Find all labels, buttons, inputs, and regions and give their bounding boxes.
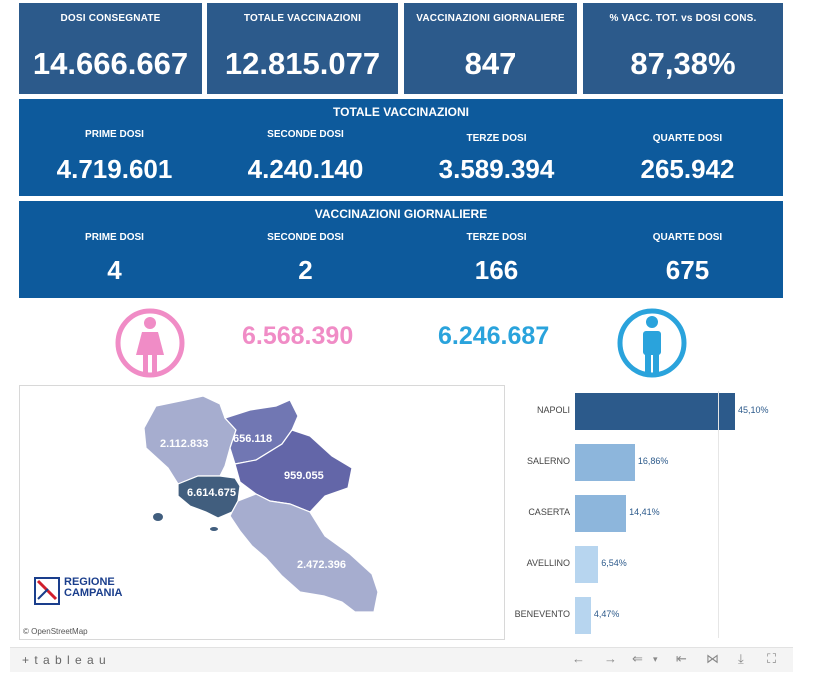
dose-value: 4.240.140 [247, 154, 364, 184]
bar-category-label: SALERNO [526, 456, 570, 466]
dose-value: 3.589.394 [438, 154, 555, 184]
dose-label: PRIME DOSI [85, 129, 144, 140]
regione-campania-logo-text: REGIONE CAMPANIA [64, 577, 122, 599]
dose-value: 2 [298, 255, 313, 285]
dose-value: 4.719.601 [56, 154, 173, 184]
dose-label: SECONDE DOSI [267, 129, 344, 140]
dose-label: QUARTE DOSI [652, 133, 723, 144]
bar-value-label: 4,47% [593, 609, 620, 619]
kpi-daily-vaccinations: VACCINAZIONI GIORNALIERE 847 [404, 3, 577, 94]
share-icon[interactable]: ⋈ [706, 651, 719, 666]
map-label-salerno: 2.472.396 [297, 559, 346, 571]
tableau-toolbar: + t a b l e a u ← → ⇐ ▾ ⇤ ⋈ ⤓ ⛶ [10, 647, 793, 672]
total-vaccinations-panel: TOTALE VACCINAZIONI PRIME DOSI 4.719.601… [19, 99, 783, 196]
bar-value-label: 14,41% [629, 507, 660, 517]
kpi-value: 14.666.667 [32, 46, 189, 81]
kpi-label: DOSI CONSEGNATE [60, 13, 161, 24]
total-second-doses: SECONDE DOSI 4.240.140 [210, 129, 401, 185]
bar-salerno[interactable] [575, 444, 635, 481]
regione-campania-logo-icon [34, 577, 60, 605]
dose-value: 166 [474, 255, 519, 285]
kpi-total-vaccinations: TOTALE VACCINAZIONI 12.815.077 [207, 3, 398, 94]
kpi-label: % VACC. TOT. vs DOSI CONS. [609, 13, 757, 24]
fullscreen-icon[interactable]: ⛶ [767, 651, 777, 666]
kpi-label: VACCINAZIONI GIORNALIERE [416, 13, 565, 24]
male-icon [617, 308, 687, 378]
map-label-napoli: 6.614.675 [187, 487, 236, 499]
bar-value-label: 16,86% [637, 456, 669, 466]
dose-value: 675 [665, 255, 710, 285]
dose-value: 4 [107, 255, 122, 285]
dose-label: QUARTE DOSI [652, 232, 723, 243]
bar-avellino[interactable] [575, 546, 599, 583]
tableau-logo[interactable]: + t a b l e a u [22, 653, 107, 667]
campania-map[interactable]: 2.112.833 656.118 959.055 6.614.675 2.47… [19, 385, 505, 640]
logo-line-2: CAMPANIA [64, 587, 123, 599]
province-salerno[interactable] [229, 493, 379, 613]
male-vaccinated-value: 6.246.687 [438, 322, 550, 350]
chart-reference-line [718, 391, 719, 638]
download-icon[interactable]: ⤓ [738, 651, 744, 666]
daily-fourth-doses: QUARTE DOSI 675 [592, 232, 783, 286]
map-label-caserta: 2.112.833 [160, 438, 208, 450]
revert-icon[interactable]: ⇐ [632, 651, 643, 666]
total-first-doses: PRIME DOSI 4.719.601 [19, 129, 210, 185]
total-third-doses: TERZE DOSI 3.589.394 [401, 133, 592, 185]
island-capri [210, 527, 218, 531]
bar-value-label: 6,54% [601, 558, 627, 568]
dose-label: TERZE DOSI [466, 133, 527, 144]
bar-benevento[interactable] [575, 597, 591, 634]
dose-label: PRIME DOSI [85, 232, 144, 243]
panel-title: VACCINAZIONI GIORNALIERE [314, 207, 488, 221]
kpi-value: 87,38% [630, 46, 736, 81]
total-fourth-doses: QUARTE DOSI 265.942 [592, 133, 783, 185]
revert-dropdown-icon[interactable]: ▾ [653, 654, 658, 664]
bar-category-label: NAPOLI [536, 405, 570, 415]
dose-value: 265.942 [640, 154, 735, 184]
kpi-doses-delivered: DOSI CONSEGNATE 14.666.667 [19, 3, 202, 94]
bar-category-label: AVELLINO [526, 558, 570, 568]
panel-title: TOTALE VACCINAZIONI [333, 105, 469, 119]
kpi-label: TOTALE VACCINAZIONI [243, 13, 362, 24]
daily-second-doses: SECONDE DOSI 2 [210, 232, 401, 286]
reset-icon[interactable]: ⇤ [676, 651, 687, 666]
dose-label: SECONDE DOSI [267, 232, 344, 243]
female-vaccinated-value: 6.568.390 [242, 322, 354, 350]
bar-caserta[interactable] [575, 495, 627, 532]
bar-category-label: CASERTA [528, 507, 570, 517]
kpi-value: 847 [464, 46, 517, 81]
female-icon [115, 308, 185, 378]
bar-category-label: BENEVENTO [514, 609, 570, 619]
bar-value-label: 45,10% [738, 405, 769, 415]
kpi-value: 12.815.077 [224, 46, 381, 81]
map-label-benevento: 656.118 [233, 433, 272, 445]
daily-first-doses: PRIME DOSI 4 [19, 232, 210, 286]
bar-napoli[interactable] [575, 393, 735, 430]
undo-icon[interactable]: ← [572, 651, 585, 666]
daily-third-doses: TERZE DOSI 166 [401, 232, 592, 286]
map-attribution[interactable]: © OpenStreetMap [23, 627, 88, 636]
logo-line-1: REGIONE [64, 576, 115, 588]
dose-label: TERZE DOSI [466, 232, 527, 243]
map-label-avellino: 959.055 [284, 470, 324, 482]
province-caserta[interactable] [143, 395, 237, 485]
redo-icon[interactable]: → [604, 651, 617, 666]
island-ischia [153, 513, 163, 521]
kpi-percentage: % VACC. TOT. vs DOSI CONS. 87,38% [583, 3, 783, 94]
daily-vaccinations-panel: VACCINAZIONI GIORNALIERE PRIME DOSI 4 SE… [19, 201, 783, 298]
